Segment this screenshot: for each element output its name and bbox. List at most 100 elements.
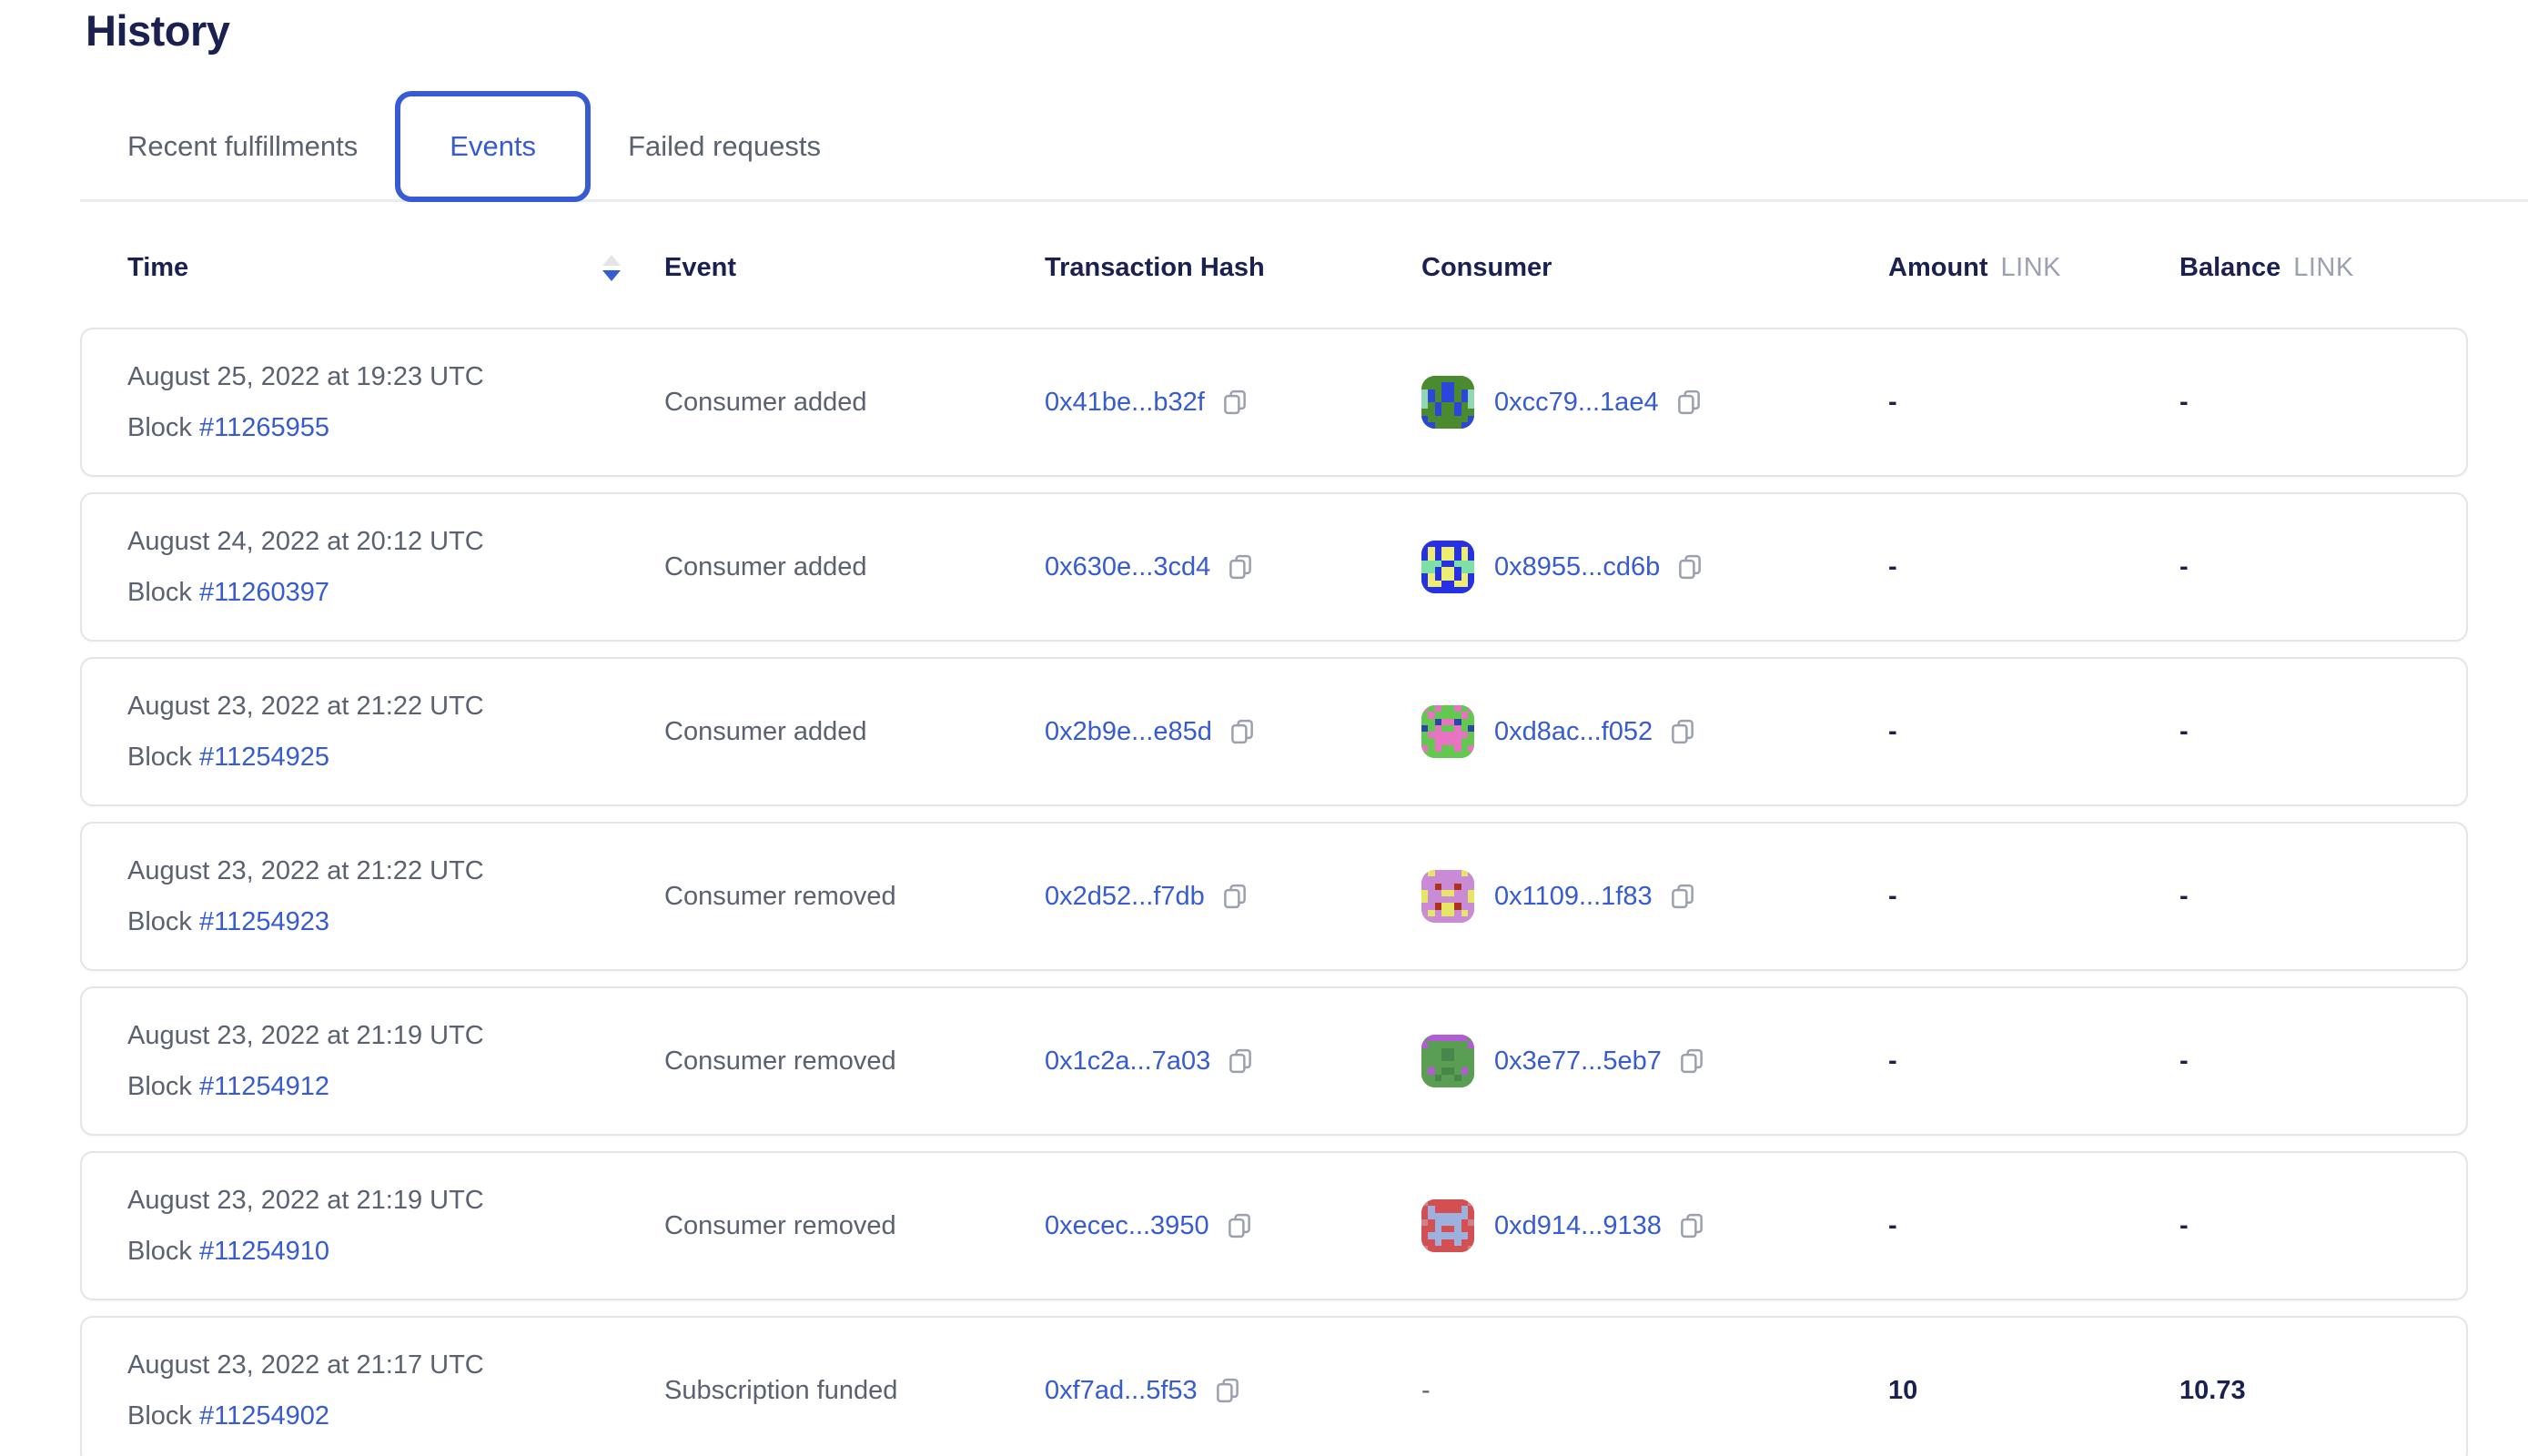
tabs-divider (80, 199, 2528, 202)
consumer-address-link[interactable]: 0xd8ac...f052 (1494, 716, 1653, 746)
block-number-link[interactable]: #11254902 (198, 1401, 329, 1431)
column-header-amount-label: Amount (1888, 252, 1988, 282)
transaction-hash-cell: 0x2d52...f7db (1045, 882, 1421, 912)
consumer-address-link[interactable]: 0x8955...cd6b (1494, 551, 1661, 581)
tab-events[interactable]: Events (395, 91, 592, 202)
event-timestamp: August 24, 2022 at 20:12 UTC (127, 527, 484, 556)
block-label: Block (127, 907, 192, 936)
block-number-link[interactable]: #11254923 (198, 907, 329, 936)
balance-value: - (2179, 1210, 2189, 1240)
transaction-hash-link[interactable]: 0x2d52...f7db (1045, 881, 1205, 911)
event-timestamp: August 23, 2022 at 21:17 UTC (127, 1350, 484, 1380)
event-timestamp: August 23, 2022 at 21:19 UTC (127, 1021, 484, 1050)
transaction-hash-link[interactable]: 0xf7ad...5f53 (1045, 1375, 1198, 1405)
consumer-address-link: - (1421, 1375, 1431, 1405)
event-timestamp: August 23, 2022 at 21:22 UTC (127, 692, 484, 721)
amount-value: - (1888, 881, 1897, 911)
tab-bar: Recent fulfillments Events Failed reques… (127, 91, 821, 202)
transaction-hash-link[interactable]: 0x630e...3cd4 (1045, 551, 1211, 581)
block-number-link[interactable]: #11254925 (198, 743, 329, 772)
table-row: August 23, 2022 at 21:17 UTC Block #1125… (80, 1316, 2468, 1456)
table-row: August 23, 2022 at 21:19 UTC Block #1125… (80, 1151, 2468, 1300)
column-header-time-label: Time (127, 252, 189, 282)
transaction-hash-link[interactable]: 0xecec...3950 (1045, 1210, 1209, 1240)
sort-descending-icon (602, 269, 621, 281)
table-row: August 24, 2022 at 20:12 UTC Block #1126… (80, 492, 2468, 642)
copy-icon[interactable] (1221, 883, 1249, 910)
consumer-address-link[interactable]: 0x3e77...5eb7 (1494, 1046, 1662, 1076)
copy-icon[interactable] (1676, 553, 1704, 581)
consumer-identicon (1421, 1199, 1474, 1252)
event-timestamp: August 23, 2022 at 21:19 UTC (127, 1186, 484, 1215)
consumer-address-link[interactable]: 0xcc79...1ae4 (1494, 387, 1659, 417)
block-number-link[interactable]: #11254910 (198, 1237, 329, 1266)
column-header-event: Event (664, 252, 736, 282)
consumer-cell: - (1421, 1376, 1888, 1406)
table-row: August 23, 2022 at 21:19 UTC Block #1125… (80, 986, 2468, 1136)
consumer-cell: 0x3e77...5eb7 (1421, 1035, 1888, 1087)
copy-icon[interactable] (1678, 1212, 1705, 1239)
transaction-hash-cell: 0x630e...3cd4 (1045, 552, 1421, 582)
consumer-cell: 0x8955...cd6b (1421, 541, 1888, 593)
events-table-body: August 25, 2022 at 19:23 UTC Block #1126… (80, 328, 2468, 1456)
table-header: Time Event Transaction Hash Consumer Amo… (80, 238, 2468, 297)
block-number-link[interactable]: #11265955 (198, 413, 329, 442)
event-type: Subscription funded (664, 1375, 898, 1405)
time-cell: August 23, 2022 at 21:19 UTC Block #1125… (127, 1185, 664, 1267)
block-line: Block #11254912 (127, 1071, 664, 1102)
copy-icon[interactable] (1669, 883, 1696, 910)
copy-icon[interactable] (1221, 389, 1249, 416)
event-timestamp: August 25, 2022 at 19:23 UTC (127, 362, 484, 391)
copy-icon[interactable] (1227, 1047, 1254, 1075)
copy-icon[interactable] (1675, 389, 1703, 416)
consumer-address-link[interactable]: 0x1109...1f83 (1494, 881, 1653, 911)
consumer-identicon (1421, 541, 1474, 593)
block-label: Block (127, 1237, 192, 1266)
copy-icon[interactable] (1669, 718, 1696, 745)
consumer-identicon (1421, 705, 1474, 758)
time-cell: August 23, 2022 at 21:22 UTC Block #1125… (127, 691, 664, 773)
copy-icon[interactable] (1227, 553, 1254, 581)
table-row: August 23, 2022 at 21:22 UTC Block #1125… (80, 822, 2468, 971)
block-label: Block (127, 1401, 192, 1431)
copy-icon[interactable] (1229, 718, 1256, 745)
transaction-hash-link[interactable]: 0x41be...b32f (1045, 387, 1205, 417)
event-timestamp: August 23, 2022 at 21:22 UTC (127, 856, 484, 885)
time-cell: August 24, 2022 at 20:12 UTC Block #1126… (127, 526, 664, 608)
amount-unit-label: LINK (2000, 252, 2062, 282)
event-type: Consumer removed (664, 1210, 896, 1240)
block-line: Block #11260397 (127, 577, 664, 608)
tab-failed-requests[interactable]: Failed requests (628, 130, 822, 162)
transaction-hash-link[interactable]: 0x1c2a...7a03 (1045, 1046, 1211, 1076)
time-cell: August 23, 2022 at 21:17 UTC Block #1125… (127, 1350, 664, 1431)
amount-value: - (1888, 1210, 1897, 1240)
block-label: Block (127, 1072, 192, 1101)
copy-icon[interactable] (1678, 1047, 1705, 1075)
table-row: August 25, 2022 at 19:23 UTC Block #1126… (80, 328, 2468, 477)
copy-icon[interactable] (1214, 1377, 1241, 1404)
tab-recent-fulfillments[interactable]: Recent fulfillments (127, 130, 359, 162)
block-line: Block #11254910 (127, 1236, 664, 1267)
consumer-identicon (1421, 1035, 1474, 1087)
consumer-cell: 0xd8ac...f052 (1421, 705, 1888, 758)
block-number-link[interactable]: #11254912 (198, 1072, 329, 1101)
page-title: History (86, 6, 230, 55)
consumer-address-link[interactable]: 0xd914...9138 (1494, 1210, 1662, 1240)
transaction-hash-link[interactable]: 0x2b9e...e85d (1045, 716, 1212, 746)
balance-value: - (2179, 1046, 2189, 1076)
sort-arrows-icon[interactable] (602, 254, 621, 281)
column-header-consumer: Consumer (1421, 252, 1552, 282)
consumer-identicon (1421, 376, 1474, 429)
block-label: Block (127, 413, 192, 442)
event-type: Consumer added (664, 716, 867, 746)
consumer-identicon (1421, 870, 1474, 923)
copy-icon[interactable] (1226, 1212, 1253, 1239)
event-type: Consumer added (664, 551, 867, 581)
balance-value: - (2179, 881, 2189, 911)
block-number-link[interactable]: #11260397 (198, 578, 329, 607)
column-header-time[interactable]: Time (127, 253, 664, 283)
balance-unit-label: LINK (2293, 252, 2354, 282)
amount-value: - (1888, 1046, 1897, 1076)
balance-value: - (2179, 551, 2189, 581)
